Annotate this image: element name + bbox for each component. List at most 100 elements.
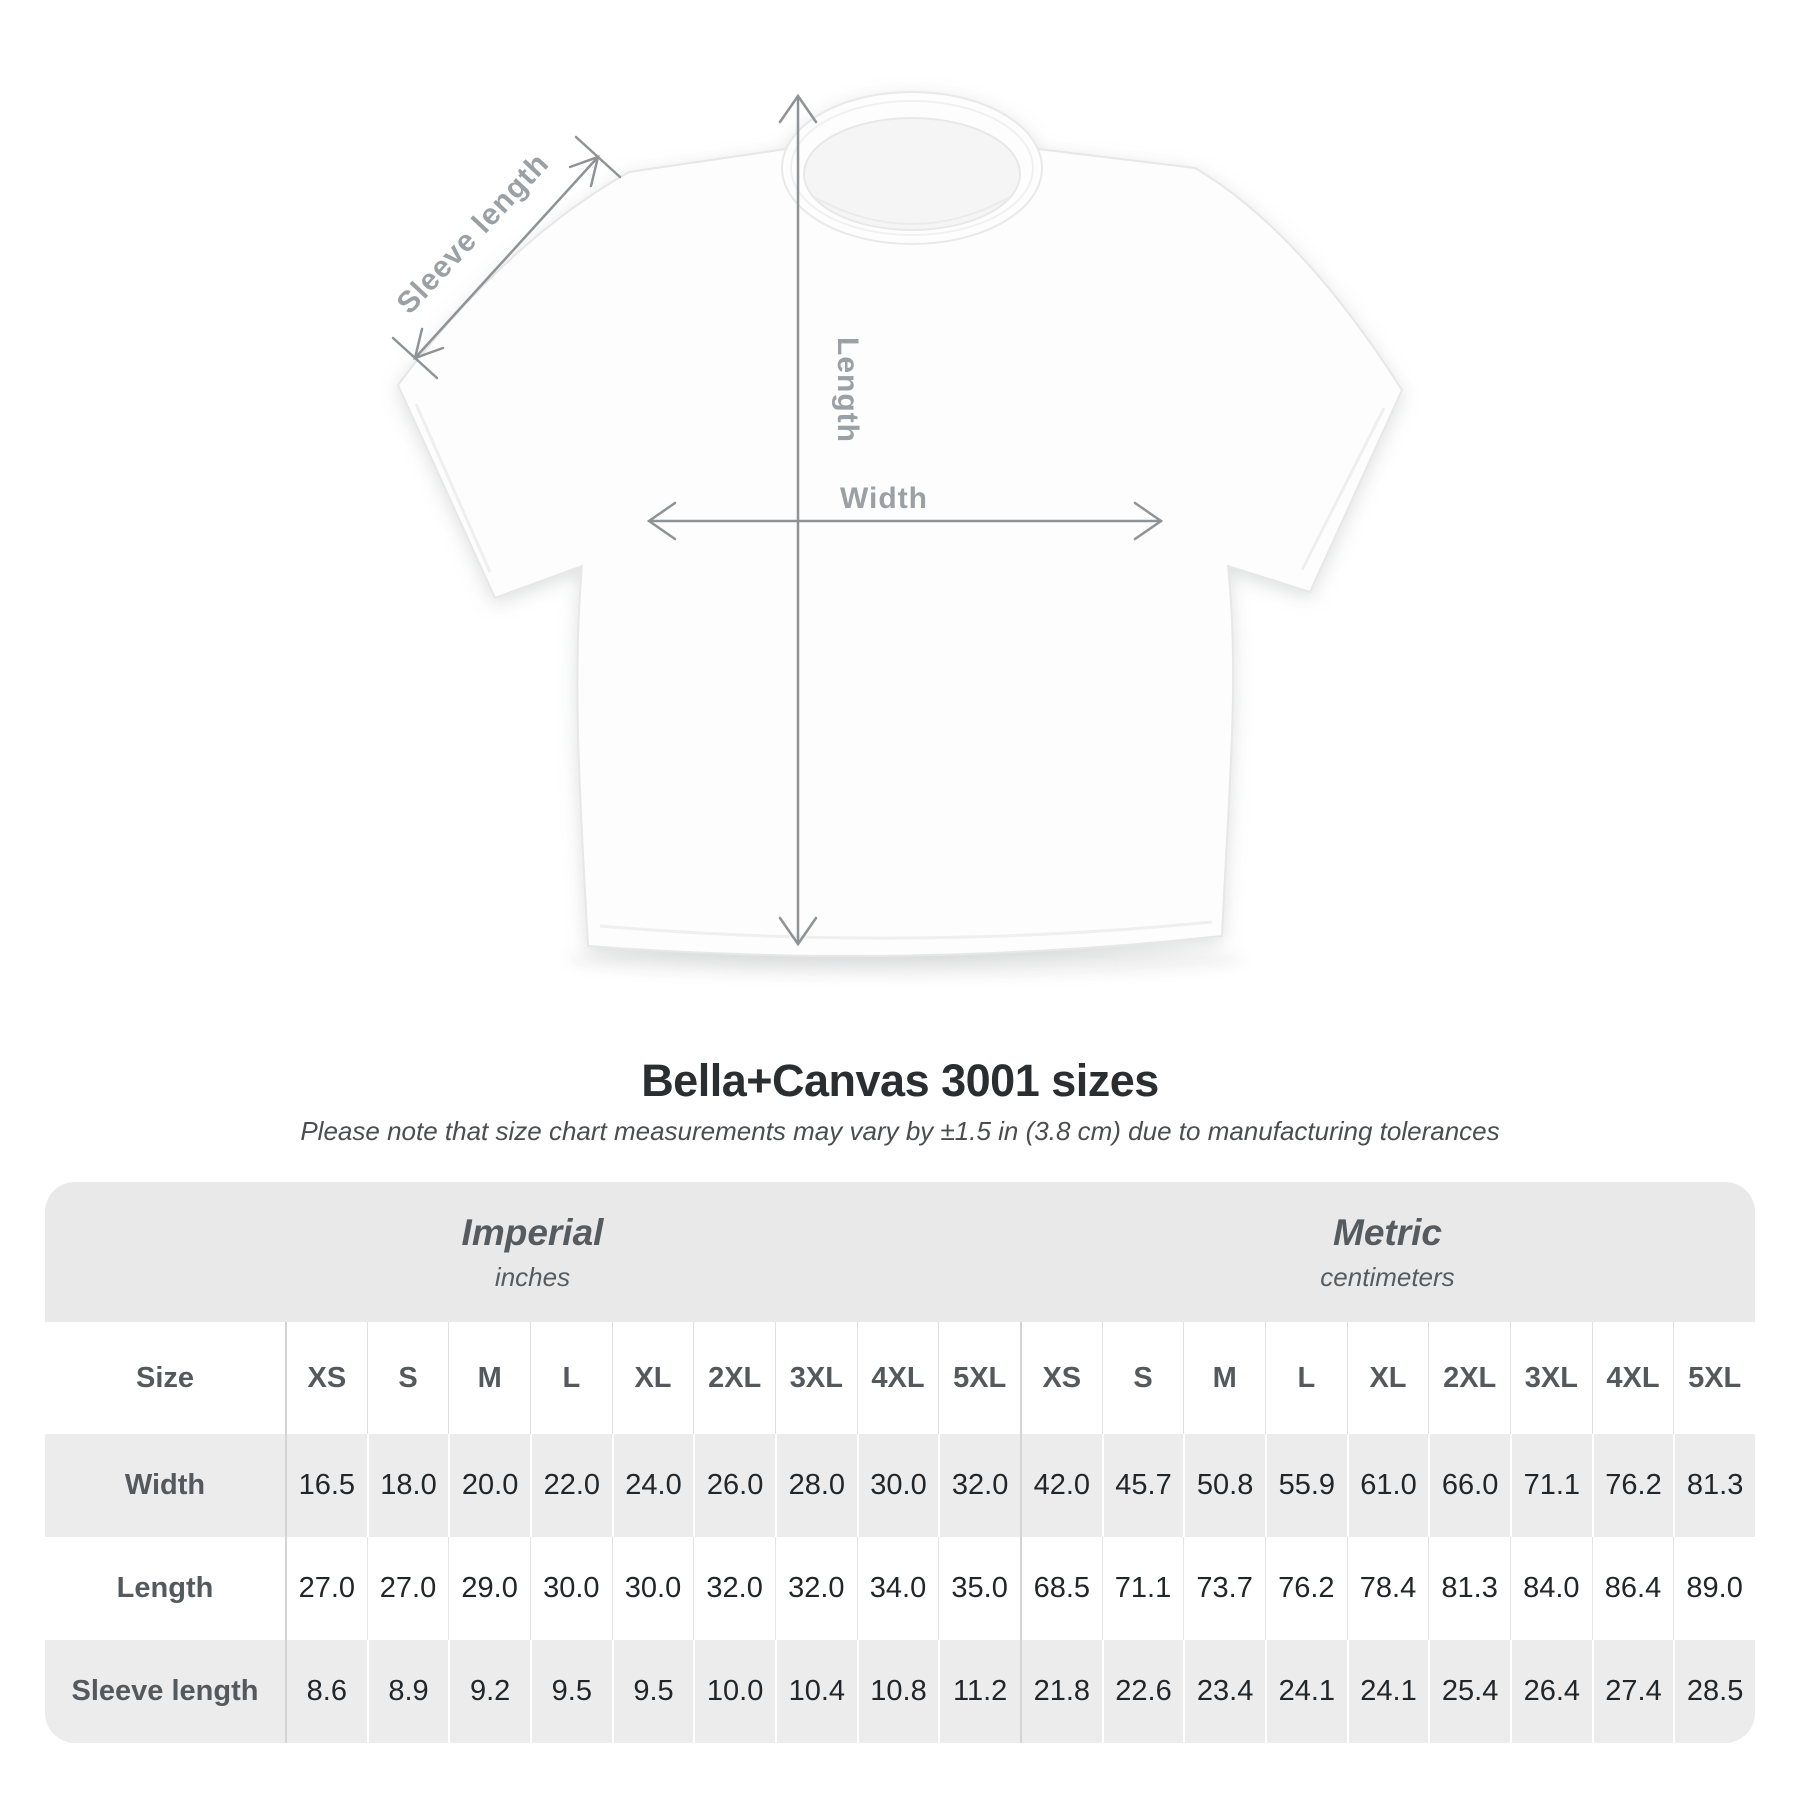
table-cell: 24.0 xyxy=(611,1434,694,1537)
tshirt-graphic xyxy=(396,91,1404,957)
column-header-metric-l: L xyxy=(1264,1322,1347,1434)
width-arrow xyxy=(646,501,1164,541)
table-cell: 78.4 xyxy=(1346,1537,1429,1640)
page-title: Bella+Canvas 3001 sizes xyxy=(641,1055,1159,1106)
column-header-imperial-2xl: 2XL xyxy=(693,1322,775,1434)
table-cell: 11.2 xyxy=(938,1640,1020,1743)
column-header-metric-m: M xyxy=(1183,1322,1265,1434)
column-header-metric-3xl: 3XL xyxy=(1509,1322,1592,1434)
neck-seam xyxy=(811,195,1013,225)
table-cell: 61.0 xyxy=(1346,1434,1429,1537)
left-cuff-seam xyxy=(414,403,492,573)
table-cell: 10.8 xyxy=(856,1640,939,1743)
table-cell: 86.4 xyxy=(1591,1537,1674,1640)
right-cuff-seam xyxy=(1300,407,1386,571)
table-cell: 32.0 xyxy=(938,1434,1020,1537)
column-header-metric-2xl: 2XL xyxy=(1428,1322,1510,1434)
table-cell: 30.0 xyxy=(611,1537,694,1640)
imperial-group-unit: inches xyxy=(494,1261,571,1292)
table-cell: 81.3 xyxy=(1428,1537,1510,1640)
table-cell: 9.2 xyxy=(448,1640,530,1743)
table-cell: 24.1 xyxy=(1346,1640,1429,1743)
table-cell: 18.0 xyxy=(366,1434,449,1537)
table-cell: 8.6 xyxy=(285,1640,367,1743)
table-cell: 27.0 xyxy=(285,1537,367,1640)
metric-group-header: Metric centimeters xyxy=(1020,1182,1755,1322)
table-cell: 29.0 xyxy=(448,1537,530,1640)
column-header-metric-xs: XS xyxy=(1019,1322,1102,1434)
table-cell: 89.0 xyxy=(1673,1537,1755,1640)
row-label: Width xyxy=(45,1434,285,1537)
column-header-metric-4xl: 4XL xyxy=(1591,1322,1674,1434)
width-label: Width xyxy=(840,482,928,515)
table-cell: 27.0 xyxy=(366,1537,449,1640)
table-cell: 45.7 xyxy=(1101,1434,1184,1537)
table-cell: 84.0 xyxy=(1509,1537,1592,1640)
table-header-row: Size XS S M L XL 2XL 3XL 4XL 5XL XS S M L XL 2XL 3XL 4XL 5… xyxy=(45,1322,1755,1434)
collar-ribbing xyxy=(790,100,1034,236)
table-cell: 32.0 xyxy=(693,1537,775,1640)
table-cell: 26.4 xyxy=(1509,1640,1592,1743)
column-header-metric-xl: XL xyxy=(1346,1322,1429,1434)
imperial-group-header: Imperial inches xyxy=(45,1182,1020,1322)
table-cell: 27.4 xyxy=(1591,1640,1674,1743)
column-header-imperial-l: L xyxy=(529,1322,612,1434)
tolerance-note: Please note that size chart measurements… xyxy=(300,1116,1500,1146)
table-cell: 22.0 xyxy=(529,1434,612,1537)
table-cell: 50.8 xyxy=(1183,1434,1265,1537)
imperial-group-title: Imperial xyxy=(461,1211,604,1253)
row-label: Length xyxy=(45,1537,285,1640)
table-cell: 68.5 xyxy=(1019,1537,1102,1640)
table-cell: 35.0 xyxy=(938,1537,1020,1640)
column-header-imperial-4xl: 4XL xyxy=(856,1322,939,1434)
table-cell: 66.0 xyxy=(1428,1434,1510,1537)
table-cell: 76.2 xyxy=(1264,1537,1347,1640)
column-header-metric-5xl: 5XL xyxy=(1673,1322,1755,1434)
table-cell: 24.1 xyxy=(1264,1640,1347,1743)
neck-opening xyxy=(803,117,1021,231)
table-cell: 30.0 xyxy=(856,1434,939,1537)
table-row-sleeve-length: Sleeve length 8.6 8.9 9.2 9.5 9.5 10.0 10.4 10.8… xyxy=(45,1640,1755,1743)
table-cell: 9.5 xyxy=(611,1640,694,1743)
table-cell: 42.0 xyxy=(1019,1434,1102,1537)
hem-stitch xyxy=(599,920,1213,940)
table-cell: 10.4 xyxy=(774,1640,857,1743)
size-column-header: Size xyxy=(45,1322,285,1434)
table-cell: 21.8 xyxy=(1019,1640,1102,1743)
sleeve-length-arrow xyxy=(391,135,622,380)
table-cell: 34.0 xyxy=(856,1537,939,1640)
table-cell: 25.4 xyxy=(1428,1640,1510,1743)
table-cell: 71.1 xyxy=(1101,1537,1184,1640)
metric-group-unit: centimeters xyxy=(1320,1261,1455,1292)
tshirt-measurement-diagram: Sleeve length Length Width xyxy=(391,91,1404,976)
length-label: Length xyxy=(831,337,864,443)
column-header-imperial-s: S xyxy=(366,1322,449,1434)
size-chart-table: Imperial inches Metric centimeters Size X… xyxy=(45,1182,1755,1743)
table-cell: 23.4 xyxy=(1183,1640,1265,1743)
table-cell: 26.0 xyxy=(693,1434,775,1537)
table-cell: 20.0 xyxy=(448,1434,530,1537)
unit-group-band: Imperial inches Metric centimeters xyxy=(45,1182,1755,1322)
column-header-imperial-3xl: 3XL xyxy=(774,1322,857,1434)
column-header-imperial-m: M xyxy=(448,1322,530,1434)
table-cell: 28.0 xyxy=(774,1434,857,1537)
metric-group-title: Metric xyxy=(1333,1211,1442,1253)
table-cell: 71.1 xyxy=(1509,1434,1592,1537)
tshirt-body xyxy=(396,119,1404,957)
table-cell: 22.6 xyxy=(1101,1640,1184,1743)
table-cell: 10.0 xyxy=(693,1640,775,1743)
column-header-imperial-xs: XS xyxy=(285,1322,367,1434)
column-header-imperial-xl: XL xyxy=(611,1322,694,1434)
table-cell: 32.0 xyxy=(774,1537,857,1640)
measurement-arrows xyxy=(391,93,1164,947)
size-table-grid: Size XS S M L XL 2XL 3XL 4XL 5XL XS S M L XL 2XL 3XL 4XL 5… xyxy=(45,1322,1755,1743)
column-header-imperial-5xl: 5XL xyxy=(938,1322,1020,1434)
table-row-length: Length 27.0 27.0 29.0 30.0 30.0 32.0 32.0 34.0 35… xyxy=(45,1537,1755,1640)
column-header-metric-s: S xyxy=(1101,1322,1184,1434)
table-cell: 76.2 xyxy=(1591,1434,1674,1537)
table-cell: 30.0 xyxy=(529,1537,612,1640)
table-cell: 73.7 xyxy=(1183,1537,1265,1640)
table-cell: 8.9 xyxy=(366,1640,449,1743)
table-cell: 81.3 xyxy=(1673,1434,1755,1537)
